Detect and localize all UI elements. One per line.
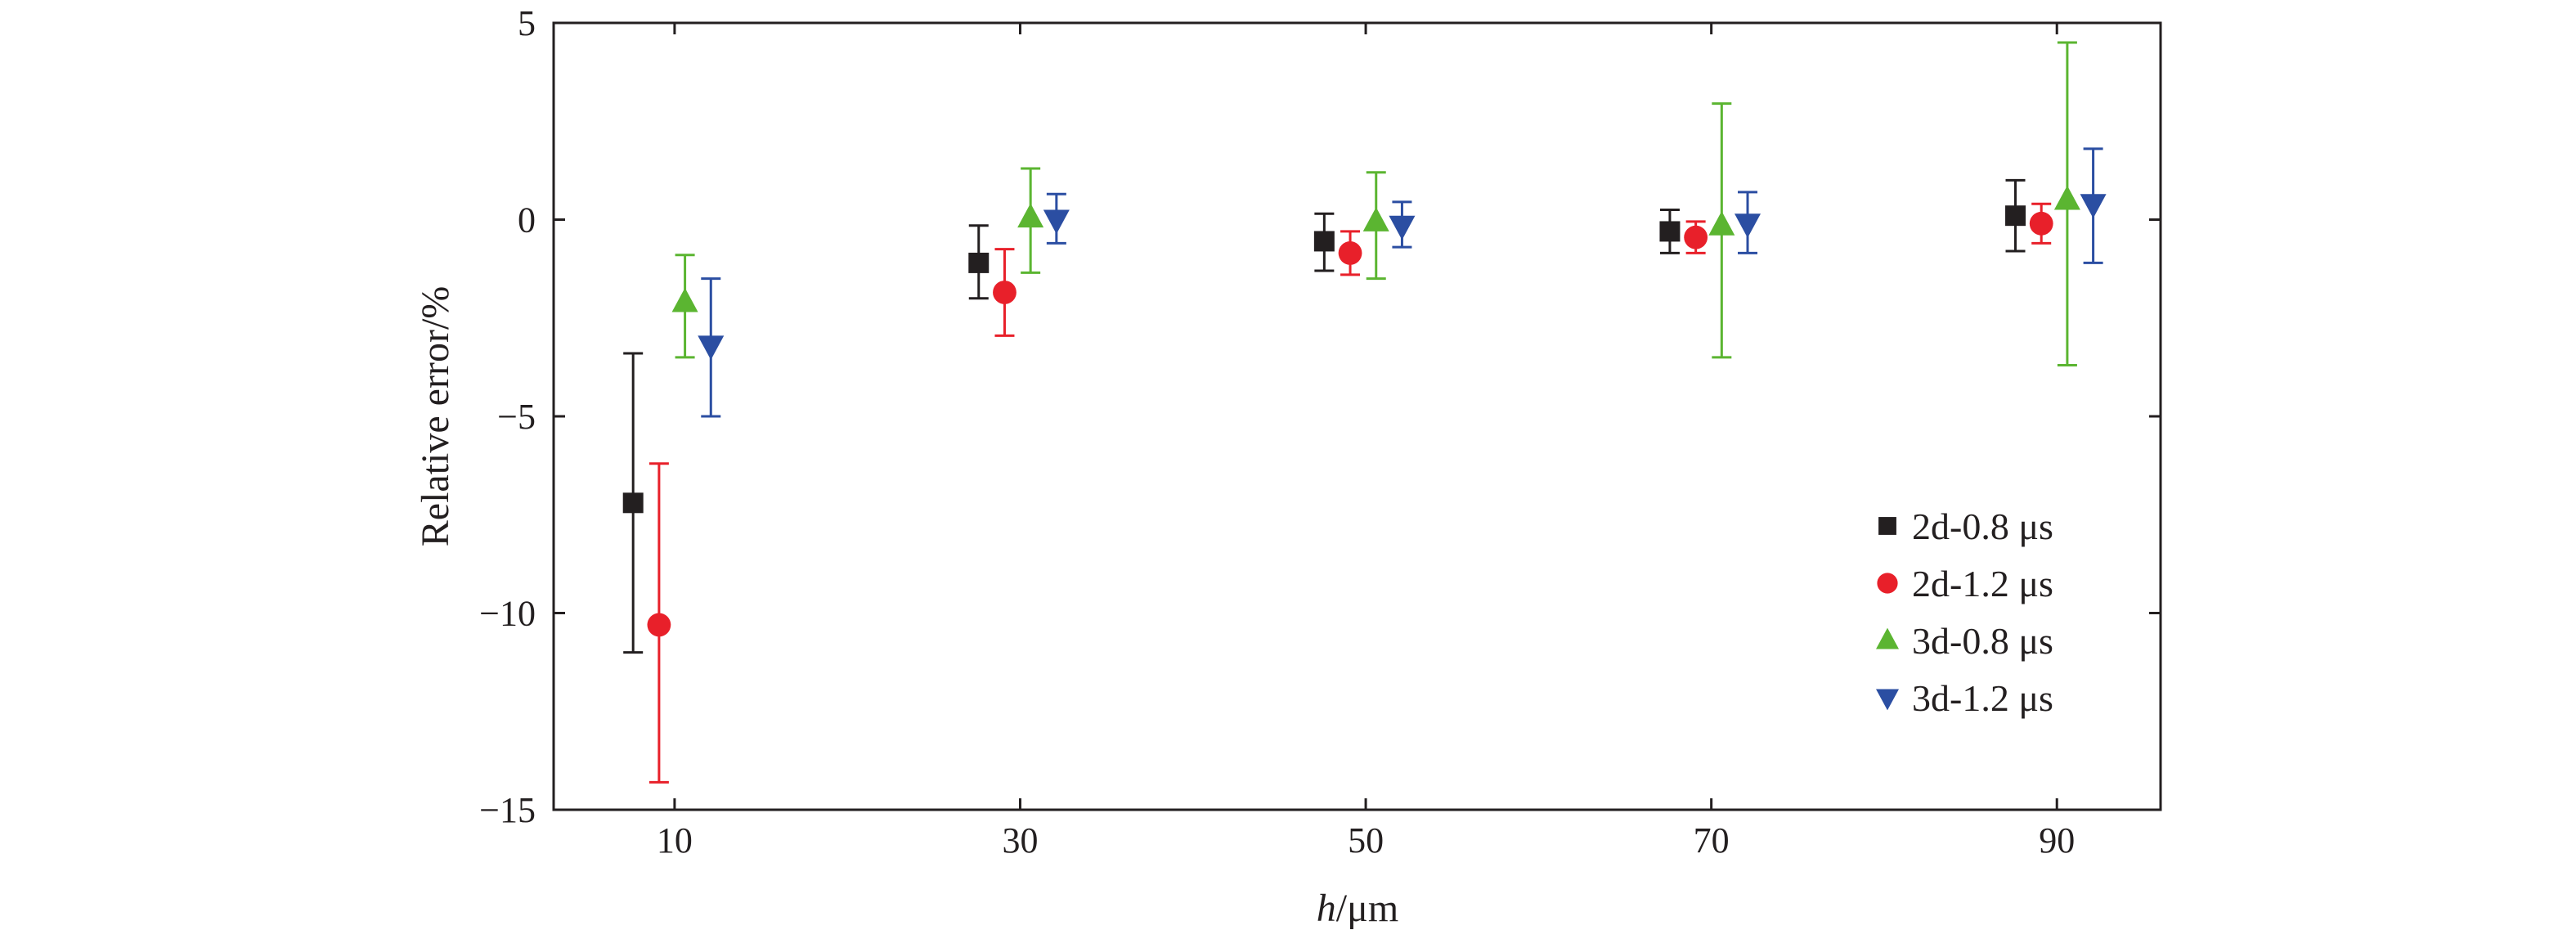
legend: 2d-0.8 μs 2d-1.2 μs 3d-0.8 μs 3d-1.2 μs [1876,505,2053,719]
data-point-series-2 [647,613,671,637]
data-point-series-4 [2080,194,2107,218]
legend-label-4: 3d-1.2 μs [1912,677,2053,719]
x-axis-title-unit: /μm [1336,887,1398,930]
data-point-series-1 [1313,231,1335,252]
y-tick-label: −15 [479,790,536,830]
y-tick-label: 0 [518,200,536,240]
data-point-series-3 [1362,207,1389,231]
legend-marker-1 [1878,517,1896,535]
axis-ticks: 10 30 50 70 90 −15 −10 −5 0 5 [479,3,2161,860]
x-tick-label: 10 [657,820,693,860]
legend-marker-3 [1876,627,1899,649]
error-bars [623,41,2103,784]
data-markers [622,185,2107,637]
x-axis-title-variable: h [1317,887,1336,930]
data-point-series-3 [2053,185,2080,210]
data-point-series-1 [2005,205,2026,227]
y-tick-label: −10 [479,594,536,634]
legend-marker-2 [1877,573,1898,594]
data-point-series-3 [1708,211,1735,236]
data-point-series-4 [1735,213,1761,238]
data-point-series-4 [1389,215,1416,240]
data-point-series-2 [2029,211,2053,236]
legend-label-2: 2d-1.2 μs [1912,563,2053,604]
legend-marker-4 [1876,689,1899,711]
legend-label-3: 3d-0.8 μs [1912,620,2053,662]
data-point-series-2 [993,281,1016,304]
x-tick-label: 90 [2039,820,2075,860]
legend-label-1: 2d-0.8 μs [1912,505,2053,547]
data-point-series-1 [1659,221,1681,242]
data-point-series-4 [698,335,725,361]
data-point-series-2 [1684,225,1708,249]
x-tick-label: 30 [1002,820,1038,860]
data-point-series-1 [622,492,644,514]
y-axis-title: Relative error/% [414,286,457,547]
y-tick-label: 5 [518,3,536,43]
x-tick-label: 50 [1348,820,1384,860]
y-tick-label: −5 [497,397,536,437]
x-axis-title: h/μm [1317,887,1398,930]
data-point-series-3 [671,287,698,312]
data-point-series-3 [1017,203,1044,228]
x-tick-label: 70 [1694,820,1730,860]
data-point-series-2 [1338,240,1362,265]
data-point-series-4 [1043,209,1070,235]
data-point-series-1 [968,252,990,273]
